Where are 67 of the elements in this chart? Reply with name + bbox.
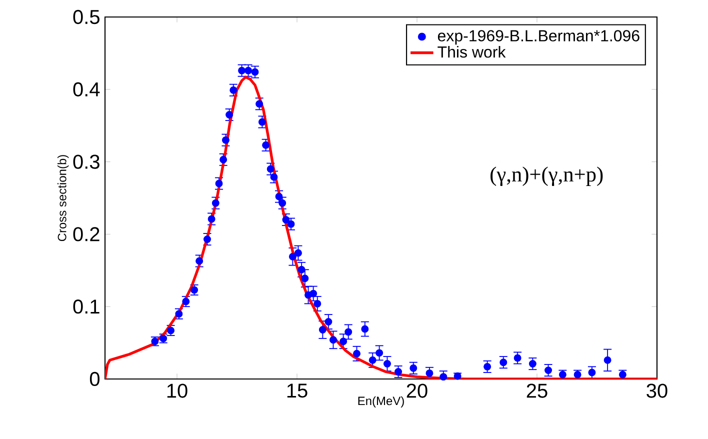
point [314,300,322,308]
point [340,338,348,346]
legend-label: This work [438,46,506,58]
point [384,360,391,368]
point [376,349,384,357]
point [212,199,220,207]
point [604,356,612,364]
point [230,86,238,94]
point [301,274,309,282]
point [558,370,566,378]
point [318,326,326,334]
point [208,215,216,223]
point [544,366,552,374]
point [270,173,278,181]
point [618,370,626,378]
point [361,325,369,333]
y-tick-label: 0.2 [73,227,100,242]
point [484,362,492,370]
point [196,257,204,265]
y-tick-label: 0.5 [73,10,100,24]
y-tick-label: 0.3 [73,154,100,169]
point [454,372,462,380]
point [251,68,259,76]
point [440,373,448,381]
point [287,220,295,228]
point [574,370,582,378]
point [226,110,234,118]
point [220,156,228,164]
y-axis-title: Cross section(b) [57,155,69,242]
point [394,368,402,376]
point [353,350,360,358]
x-tick-label: 25 [526,384,548,398]
point [278,199,286,207]
point [344,328,352,336]
x-tick-label: 10 [167,384,188,398]
point [368,356,376,364]
point [514,354,522,362]
point [500,358,508,366]
x-tick-label: 20 [406,384,428,398]
point [275,192,283,200]
point [410,364,418,372]
point [256,100,264,108]
point [244,66,252,74]
legend-label: exp-1969-B.L.Berman*1.096 [438,30,640,45]
point [288,252,296,260]
x-tick-label: 15 [287,384,308,398]
point [266,165,274,173]
point [330,336,337,344]
point [324,318,332,326]
x-axis-title: En(MeV) [358,396,404,408]
line-series [105,76,657,379]
point [262,141,270,149]
point [298,266,306,274]
x-tick-label: 30 [646,384,668,398]
annotation: (γ,n)+(γ,n+p) [490,166,603,186]
point [215,180,223,188]
point [222,136,230,144]
y-tick-label: 0.4 [73,82,100,96]
point [238,66,246,74]
point [310,290,318,298]
point [588,368,596,376]
point [426,369,434,377]
y-tick-label: 0 [90,372,100,386]
point [258,118,266,126]
y-tick-label: 0.1 [73,300,100,314]
point [204,236,211,243]
point [528,360,536,368]
